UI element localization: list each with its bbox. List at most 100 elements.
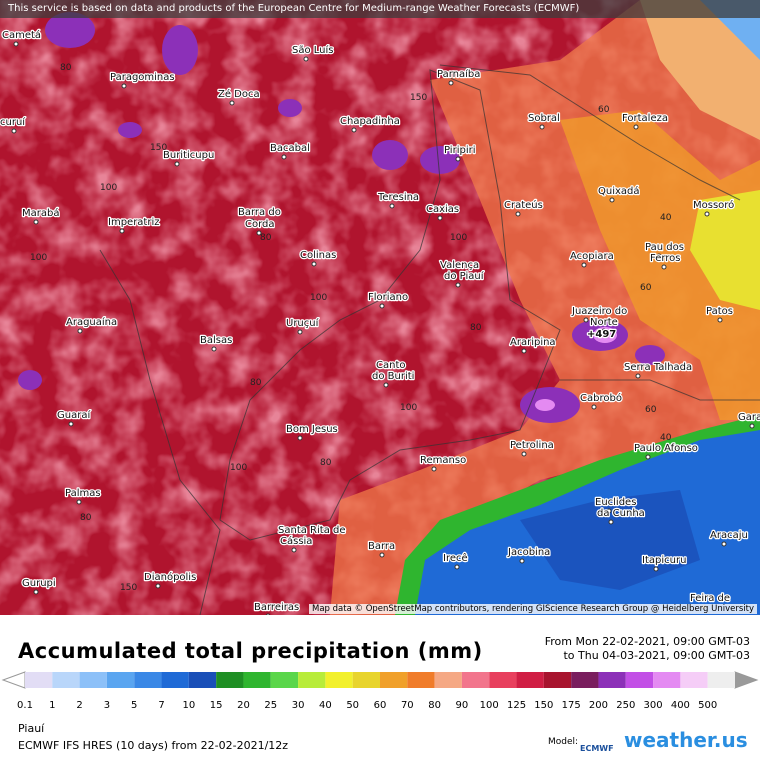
scale-label: 50 — [346, 700, 359, 711]
city-label: Guaraí — [57, 409, 91, 421]
city-dot — [437, 215, 443, 221]
city-dot — [539, 124, 545, 130]
city-label: Garanhuns — [738, 412, 760, 423]
scale-label: 400 — [671, 700, 690, 711]
color-box — [707, 672, 735, 688]
city-label: Sobral — [528, 113, 560, 124]
city-dot — [379, 303, 385, 309]
scale-label: 300 — [644, 700, 663, 711]
city-dot — [601, 328, 607, 334]
city-dot — [229, 100, 235, 106]
color-box — [188, 672, 217, 688]
colorbar: 0.1 1 2 3 5 7 10 15 20 25 30 40 50 60 70 80 90 100 125 150 1… — [1, 671, 759, 711]
color-box — [325, 672, 353, 688]
color-box — [516, 672, 544, 688]
city-label: Barra — [368, 541, 395, 552]
contour-label: 150 — [410, 93, 427, 103]
contour-label: 60 — [598, 105, 610, 115]
contour-label: 100 — [30, 253, 47, 263]
city-dot — [455, 282, 461, 288]
city-dot — [13, 41, 19, 47]
color-box — [434, 672, 462, 688]
city-dot — [645, 454, 651, 460]
city-label: Bacabal — [270, 143, 310, 154]
color-box — [680, 672, 708, 688]
city-dot — [591, 404, 597, 410]
city-dot — [389, 203, 395, 209]
city-label: Santa Rita de — [278, 525, 346, 536]
notice: This service is based on data and produc… — [0, 0, 760, 18]
city-dot — [521, 348, 527, 354]
city-dot — [155, 583, 161, 589]
city-dot — [606, 508, 612, 514]
city-label: Imperatriz — [108, 217, 160, 228]
city-label: Norte — [590, 317, 618, 328]
color-box — [571, 672, 599, 688]
color-box — [543, 672, 572, 688]
color-box — [625, 672, 654, 688]
city-label: Bom Jesus — [286, 424, 338, 435]
city-dot — [515, 211, 521, 217]
color-box — [598, 672, 626, 688]
city-dot — [608, 519, 614, 525]
city-label: Barreiras — [254, 602, 299, 613]
brand: weather.us — [624, 728, 748, 752]
model: ECMWF IFS HRES (10 days) from 22-02-2021… — [18, 739, 289, 752]
city-dot — [303, 56, 309, 62]
color-box — [380, 672, 408, 688]
city-label: Jacobina — [507, 547, 550, 558]
city-label: Pau dos — [645, 242, 684, 253]
scale-label: 175 — [562, 700, 581, 711]
region: Piauí — [18, 722, 45, 735]
city-dot — [749, 423, 755, 429]
scale-label: 200 — [589, 700, 608, 711]
city-dot — [351, 127, 357, 133]
city-label: Caxias — [426, 204, 459, 215]
legend-title: Accumulated total precipitation (mm) — [18, 639, 483, 663]
orange-area — [560, 110, 760, 420]
scale-label: 5 — [131, 700, 137, 711]
scale-label: 70 — [401, 700, 414, 711]
contour-label: 100 — [100, 183, 117, 193]
city-label: Parnaíba — [437, 68, 480, 80]
max-spots — [535, 327, 617, 411]
city-label: Crateús — [504, 199, 543, 211]
color-box — [52, 672, 80, 688]
city-label: Mossoró — [693, 199, 734, 211]
color-box — [352, 672, 380, 688]
city-dot — [633, 124, 639, 130]
arrow-right — [734, 671, 759, 689]
borders — [99, 64, 760, 615]
color-box — [489, 672, 517, 688]
city-label: Serra Talhada — [624, 362, 692, 373]
city-dot — [33, 219, 39, 225]
contour-label: 100 — [450, 233, 467, 243]
contour-label: 80 — [60, 63, 72, 73]
ecmwf-logo: ECMWF — [580, 744, 614, 753]
contour-label: 150 — [120, 583, 137, 593]
color-box — [106, 672, 135, 688]
city-label: Colinas — [300, 250, 336, 261]
city-label: Uruçuí — [286, 317, 320, 329]
city-label: Piripiri — [444, 145, 476, 156]
city-dot — [704, 211, 710, 217]
color-box — [134, 672, 162, 688]
city-label: do Buriti — [372, 371, 414, 382]
scale-label: 150 — [534, 700, 553, 711]
city-label: Petrolina — [510, 440, 554, 451]
city-label: Cabrobó — [580, 392, 622, 404]
color-box — [461, 672, 490, 688]
color-box — [270, 672, 299, 688]
city-dot — [454, 564, 460, 570]
city-label: Patos — [706, 306, 733, 317]
city-dot — [521, 451, 527, 457]
arrow-left — [1, 671, 26, 689]
scale-label: 500 — [698, 700, 717, 711]
city-dot — [656, 253, 662, 259]
scale-label: 90 — [456, 700, 469, 711]
city-label: Ferros — [650, 253, 681, 264]
yellow-area — [690, 190, 760, 310]
city-label: Euclides — [595, 497, 636, 508]
city-dot — [448, 80, 454, 86]
